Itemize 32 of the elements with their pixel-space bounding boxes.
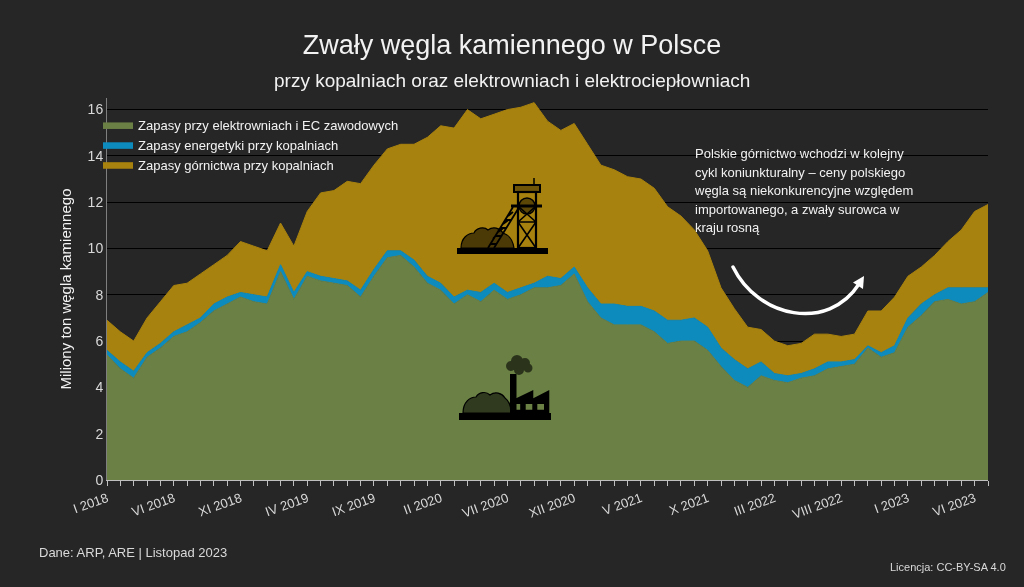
- annotation: Polskie górnictwo wchodzi w kolejny cykl koniunkturalny – ceny polskiego węgla są niekonkurencyjne względem importowanego, a zwały surowca w kraju rosną: [695, 145, 915, 237]
- y-tick-label: 0: [95, 471, 104, 488]
- x-tick-label: IX 2019: [329, 489, 378, 520]
- x-tick-label: XII 2020: [526, 489, 578, 521]
- y-tick-label: 2: [95, 425, 104, 442]
- y-axis-title: Miliony ton węgla kamiennego: [56, 188, 74, 390]
- chart-title: Zwały węgla kamiennego w Polsce: [302, 30, 722, 61]
- x-tick-label: VI 2018: [129, 489, 177, 520]
- x-tick-label: VIII 2022: [790, 489, 845, 522]
- y-tick-label: 6: [95, 332, 104, 349]
- x-tick-label: II 2020: [401, 489, 444, 518]
- x-tick-label: VII 2020: [460, 489, 511, 521]
- y-tick-label: 14: [87, 147, 104, 164]
- x-tick-label: V 2021: [600, 489, 645, 519]
- y-tick-label: 16: [87, 101, 104, 118]
- x-tick-label: XI 2018: [196, 489, 244, 520]
- y-tick-label: 10: [87, 240, 104, 257]
- chart-subtitle: przy kopalniach oraz elektrowniach i elektrociepłowniach: [274, 70, 751, 91]
- x-tick-label: IV 2019: [263, 489, 311, 520]
- x-tick-label: I 2018: [71, 489, 111, 517]
- x-tick-label: X 2021: [667, 489, 711, 519]
- legend-label: Zapasy górnictwa przy kopalniach: [138, 157, 334, 173]
- y-tick-label: 8: [95, 286, 104, 303]
- text: Dane: ARP, ARE | Listopad 2023: [39, 545, 228, 560]
- x-tick-label: III 2022: [731, 489, 778, 519]
- x-tick-label: I 2023: [872, 489, 912, 517]
- legend-label: Zapasy przy elektrowniach i EC zawodowych: [138, 118, 399, 134]
- x-tick-label: VI 2023: [930, 489, 978, 520]
- text: Licencja: CC-BY-SA 4.0: [890, 561, 1006, 573]
- y-tick-label: 4: [95, 379, 104, 396]
- y-tick-label: 12: [87, 194, 104, 211]
- legend-label: Zapasy energetyki przy kopalniach: [138, 137, 339, 153]
